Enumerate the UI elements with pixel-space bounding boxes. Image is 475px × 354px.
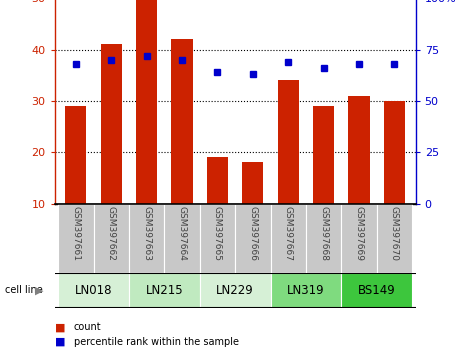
Text: GSM397661: GSM397661 [71, 206, 80, 261]
Bar [58, 273, 129, 308]
Bar [200, 273, 271, 308]
Text: ▶: ▶ [35, 285, 43, 295]
Text: ■: ■ [55, 337, 65, 347]
Text: LN319: LN319 [287, 284, 325, 297]
Text: percentile rank within the sample: percentile rank within the sample [74, 337, 238, 347]
Text: cell line: cell line [5, 285, 42, 295]
Bar [277, 80, 299, 204]
Bar [164, 204, 200, 273]
Bar [271, 273, 342, 308]
Bar [58, 204, 94, 273]
Text: GSM397666: GSM397666 [248, 206, 257, 261]
Bar [242, 162, 264, 204]
Bar [136, 0, 157, 204]
Bar [171, 39, 193, 204]
Text: BS149: BS149 [358, 284, 396, 297]
Bar [129, 273, 200, 308]
Text: LN215: LN215 [145, 284, 183, 297]
Bar [377, 204, 412, 273]
Bar [342, 204, 377, 273]
Bar [384, 101, 405, 204]
Bar [342, 273, 412, 308]
Bar [313, 106, 334, 204]
Bar [271, 204, 306, 273]
Text: GSM397662: GSM397662 [107, 206, 116, 261]
Bar [235, 204, 271, 273]
Text: LN229: LN229 [216, 284, 254, 297]
Bar [306, 204, 342, 273]
Text: LN018: LN018 [75, 284, 112, 297]
Text: GSM397665: GSM397665 [213, 206, 222, 261]
Bar [101, 45, 122, 204]
Text: GSM397664: GSM397664 [178, 206, 187, 261]
Text: GSM397663: GSM397663 [142, 206, 151, 261]
Text: GSM397670: GSM397670 [390, 206, 399, 261]
Text: count: count [74, 322, 101, 332]
Text: GSM397669: GSM397669 [354, 206, 363, 261]
Bar [129, 204, 164, 273]
Bar [348, 96, 370, 204]
Text: GSM397668: GSM397668 [319, 206, 328, 261]
Bar [65, 106, 86, 204]
Bar [200, 204, 235, 273]
Bar [94, 204, 129, 273]
Text: GSM397667: GSM397667 [284, 206, 293, 261]
Text: ■: ■ [55, 322, 65, 332]
Bar [207, 157, 228, 204]
